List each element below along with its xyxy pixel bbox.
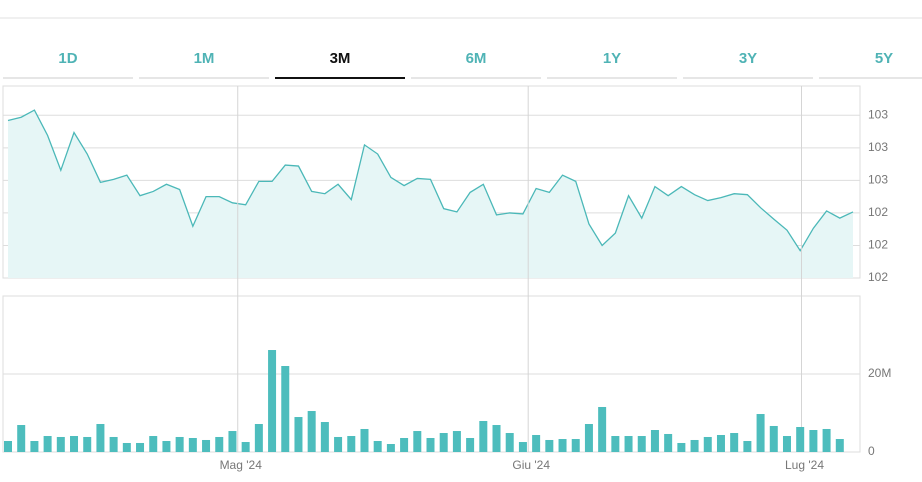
- volume-bar: [664, 433, 673, 452]
- volume-bar: [479, 420, 488, 452]
- y-tick-label: 20M: [868, 366, 891, 380]
- price-area: [8, 110, 853, 278]
- volume-bar: [320, 422, 329, 452]
- volume-bar: [136, 442, 145, 452]
- volume-bar: [228, 431, 237, 452]
- volume-bar: [743, 441, 752, 452]
- volume-bar: [56, 436, 65, 452]
- volume-bar: [241, 442, 250, 452]
- volume-bar: [122, 442, 131, 452]
- volume-bar: [545, 439, 554, 452]
- volume-bar: [505, 433, 514, 452]
- volume-bar: [558, 439, 567, 452]
- volume-bar: [466, 437, 475, 452]
- x-tick-label: Mag '24: [220, 458, 263, 472]
- volume-bar: [782, 436, 791, 452]
- volume-bar: [598, 406, 607, 452]
- volume-bar: [571, 439, 580, 452]
- volume-bar: [796, 427, 805, 452]
- volume-bar: [70, 436, 79, 452]
- y-tick-label: 103: [868, 173, 888, 187]
- y-tick-label: 103: [868, 107, 888, 121]
- y-tick-label: 103: [868, 140, 888, 154]
- volume-bar: [386, 444, 395, 452]
- volume-bar: [215, 436, 224, 452]
- y-tick-label: 102: [868, 270, 888, 284]
- volume-bar: [532, 434, 541, 452]
- volume-bar: [492, 425, 501, 452]
- price-line: [7, 109, 854, 252]
- volume-bar: [268, 350, 277, 452]
- volume-bar: [452, 431, 461, 452]
- volume-bar: [611, 436, 620, 452]
- volume-bar: [202, 439, 211, 452]
- tab-label[interactable]: 1Y: [603, 50, 621, 67]
- volume-bar: [650, 430, 659, 452]
- volume-bar: [334, 436, 343, 452]
- volume-bar: [281, 366, 290, 452]
- volume-bar: [835, 439, 844, 452]
- volume-bar: [809, 430, 818, 452]
- tab-label[interactable]: 3Y: [739, 50, 757, 67]
- volume-bar: [307, 411, 316, 452]
- tab-label[interactable]: 3M: [330, 50, 351, 67]
- volume-bar: [17, 425, 26, 452]
- volume-bar: [769, 425, 778, 452]
- volume-bar: [690, 439, 699, 452]
- volume-bar: [439, 433, 448, 452]
- volume-bar: [360, 428, 369, 452]
- x-tick-label: Giu '24: [512, 458, 550, 472]
- tab-label[interactable]: 1D: [58, 50, 77, 67]
- tab-label[interactable]: 6M: [466, 50, 487, 67]
- y-tick-label: 0: [868, 444, 875, 458]
- volume-bar: [716, 434, 725, 452]
- volume-bar: [96, 423, 105, 452]
- tab-label[interactable]: 5Y: [875, 50, 893, 67]
- volume-bar: [584, 423, 593, 452]
- volume-bar: [175, 436, 184, 452]
- y-tick-label: 102: [868, 238, 888, 252]
- volume-bar: [109, 436, 118, 452]
- volume-bar: [518, 442, 527, 452]
- volume-bar: [756, 414, 765, 452]
- x-tick-label: Lug '24: [785, 458, 824, 472]
- volume-bar: [149, 436, 158, 452]
- volume-bar: [400, 437, 409, 452]
- volume-bar: [30, 441, 39, 452]
- volume-bar: [347, 436, 356, 452]
- volume-bar: [703, 436, 712, 452]
- volume-bar: [294, 417, 303, 452]
- tab-label[interactable]: 1M: [194, 50, 215, 67]
- volume-bar: [677, 442, 686, 452]
- y-tick-label: 102: [868, 205, 888, 219]
- volume-bar: [413, 431, 422, 452]
- volume-bar: [162, 441, 171, 452]
- volume-bar: [426, 437, 435, 452]
- volume-bar: [624, 436, 633, 452]
- volume-bar: [637, 436, 646, 452]
- volume-bar: [254, 423, 263, 452]
- volume-bar: [188, 437, 197, 452]
- volume-bar: [43, 436, 52, 452]
- volume-bar: [83, 436, 92, 452]
- volume-bar: [4, 441, 12, 452]
- volume-bar: [373, 441, 382, 452]
- volume-bar: [730, 433, 739, 452]
- volume-bar: [822, 428, 831, 452]
